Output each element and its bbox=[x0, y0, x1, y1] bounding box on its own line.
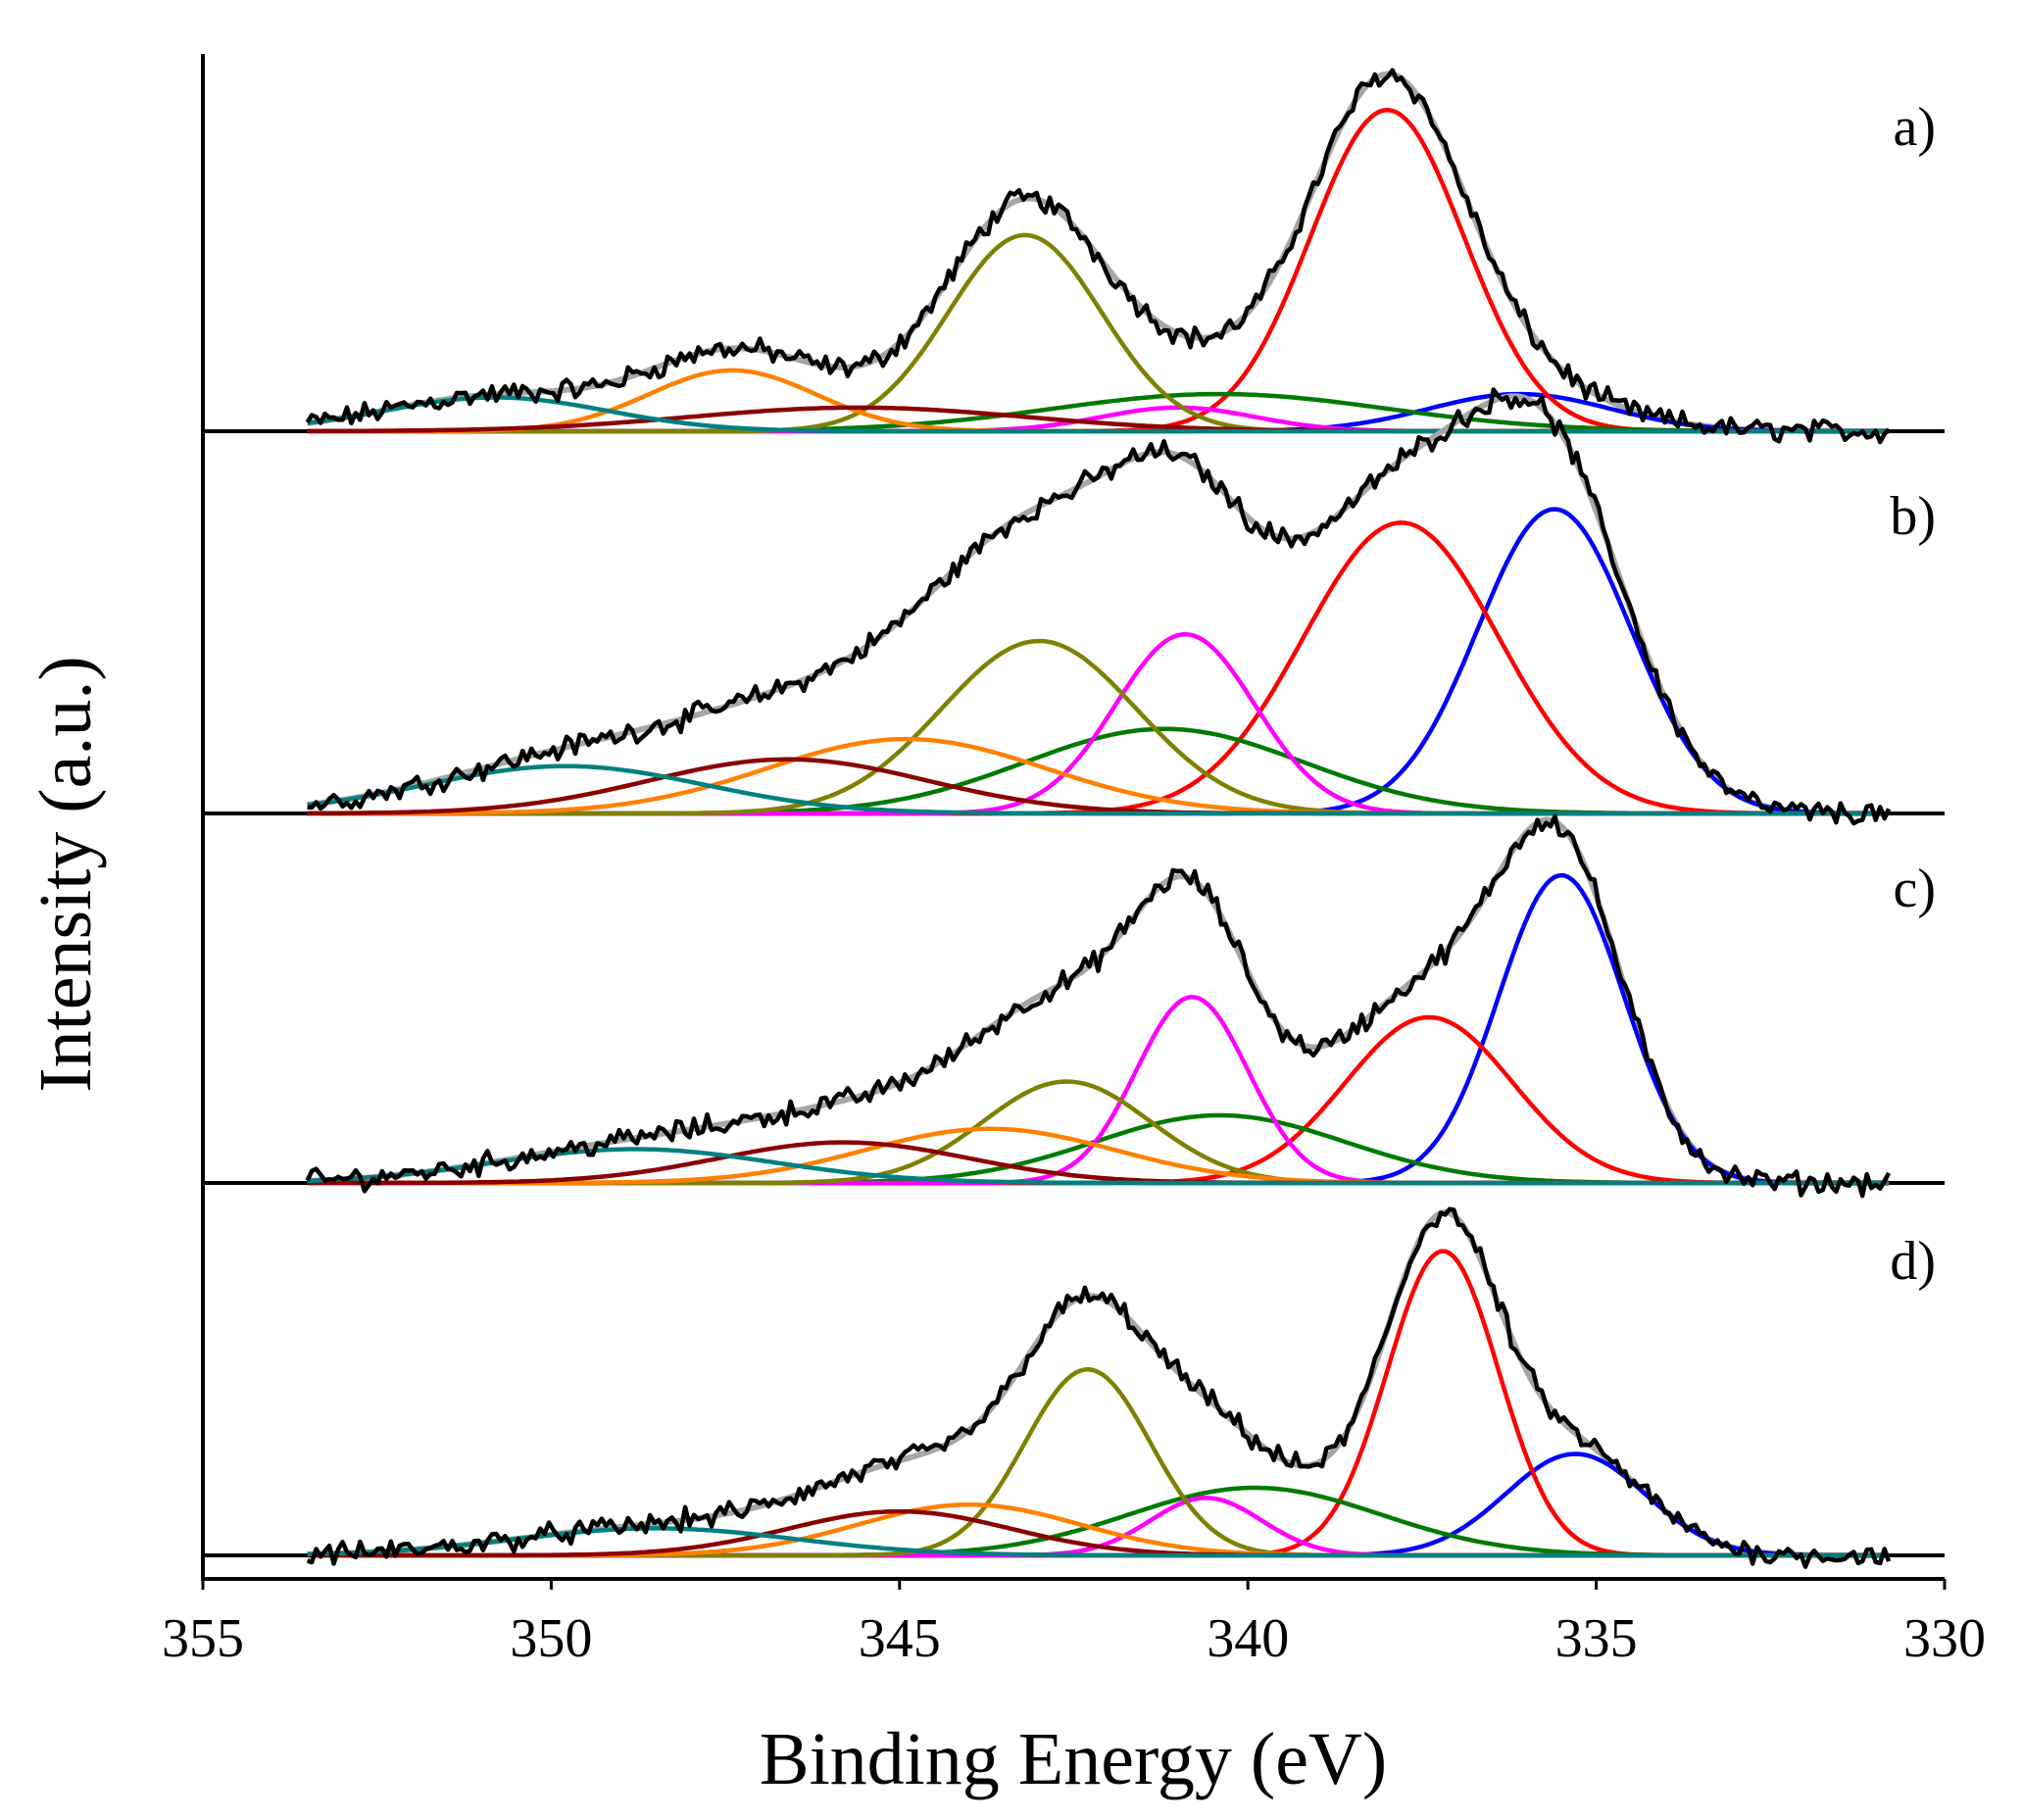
panel-label: a) bbox=[1893, 97, 1936, 158]
raw-spectrum bbox=[305, 68, 1891, 445]
x-axis-ticks: 355 350 345 340 335 330 bbox=[162, 1579, 1986, 1669]
raw-spectrum bbox=[307, 387, 1892, 826]
x-tick-label: 340 bbox=[1207, 1608, 1289, 1669]
x-axis-title: Binding Energy (eV) bbox=[760, 1718, 1387, 1800]
y-axis-title: Intensity (a.u.) bbox=[25, 656, 107, 1092]
x-tick-label: 345 bbox=[859, 1608, 941, 1669]
y-axis: Intensity (a.u.) bbox=[25, 54, 205, 1581]
x-axis: 355 350 345 340 335 330 Binding Energy (eV) bbox=[162, 1577, 1986, 1800]
component-peak-c8 bbox=[307, 763, 1890, 816]
x-tick-label: 330 bbox=[1903, 1608, 1986, 1669]
panel-b: b) bbox=[203, 387, 1945, 826]
panels-layer: a) b) c) d) bbox=[203, 68, 1945, 1569]
raw-spectrum bbox=[305, 813, 1892, 1199]
panel-label: c) bbox=[1893, 859, 1936, 919]
component-peak-c3 bbox=[307, 1112, 1890, 1186]
component-peak-c2 bbox=[307, 108, 1890, 434]
panel-label: d) bbox=[1890, 1231, 1936, 1292]
raw-spectrum bbox=[306, 1206, 1892, 1569]
component-peak-c5 bbox=[307, 1079, 1890, 1186]
panel-c: c) bbox=[203, 813, 1945, 1199]
x-tick-label: 355 bbox=[162, 1608, 244, 1669]
component-peak-c8 bbox=[307, 395, 1890, 434]
fit-envelope bbox=[307, 816, 1890, 1186]
component-peak-c8 bbox=[307, 1147, 1890, 1186]
panel-d: d) bbox=[203, 1206, 1945, 1569]
panel-a: a) bbox=[203, 68, 1945, 445]
component-peak-c8 bbox=[307, 1526, 1890, 1558]
x-tick-label: 335 bbox=[1555, 1608, 1638, 1669]
x-tick-label: 350 bbox=[510, 1608, 592, 1669]
panel-label: b) bbox=[1890, 486, 1936, 547]
